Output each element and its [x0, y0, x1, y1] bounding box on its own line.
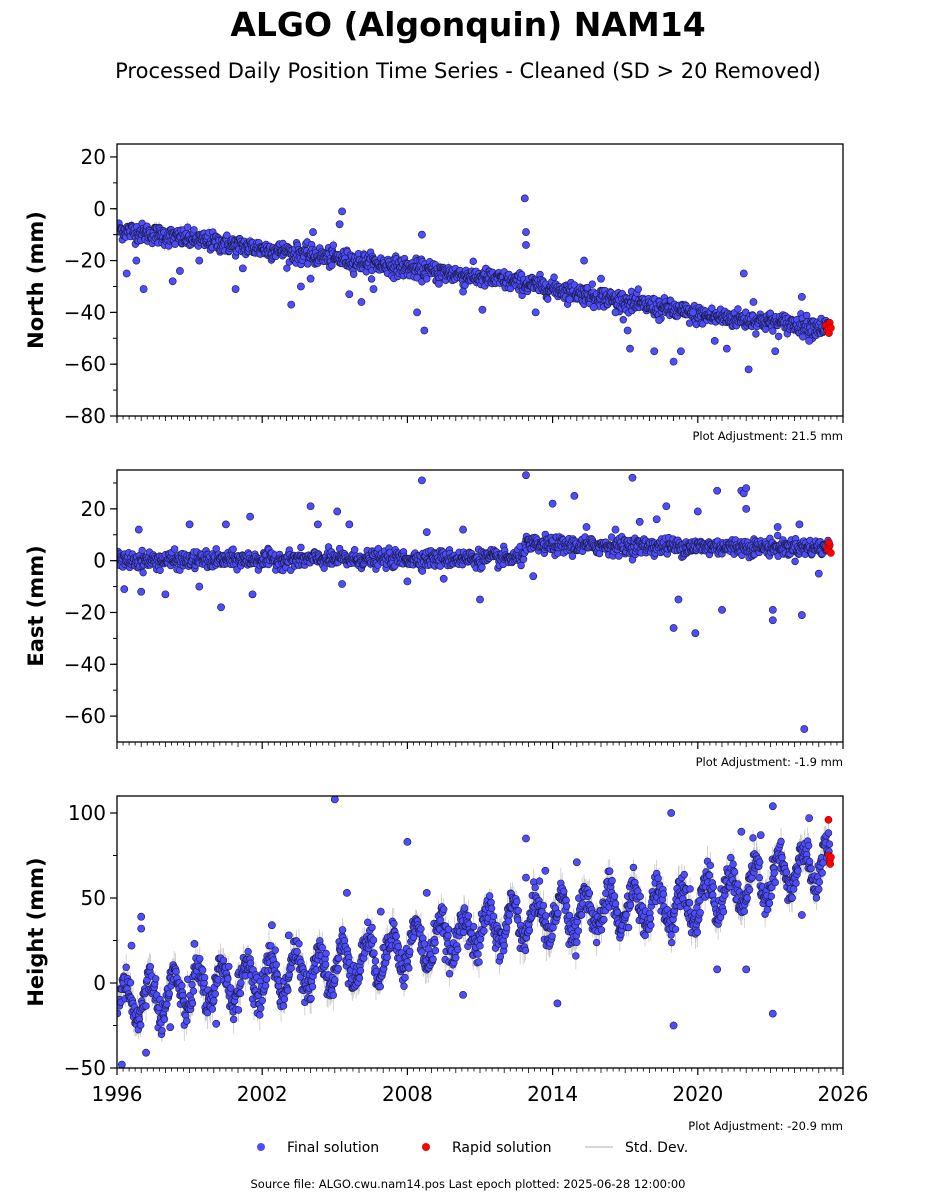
y-tick-label: 0 — [93, 197, 106, 221]
final-outlier-point — [176, 267, 184, 275]
final-outlier-point — [195, 256, 204, 265]
final-point — [588, 280, 596, 288]
final-outlier-point — [434, 279, 443, 288]
final-point — [469, 257, 477, 266]
final-outlier-point — [739, 269, 748, 278]
final-outlier-point — [478, 305, 487, 314]
final-outlier-point — [676, 347, 685, 356]
final-outlier-point — [565, 295, 574, 304]
final-outlier-point — [420, 326, 429, 335]
final-point — [550, 273, 558, 281]
final-outlier-point — [531, 308, 540, 317]
final-outlier-point — [650, 347, 659, 356]
final-point — [367, 275, 376, 283]
final-point — [329, 241, 338, 249]
final-outlier-point — [418, 230, 426, 239]
y-axis-label: North (mm) — [24, 211, 48, 349]
final-point — [619, 316, 627, 324]
final-point — [544, 295, 552, 303]
final-outlier-point — [710, 336, 719, 345]
y-tick-label: −80 — [64, 404, 106, 428]
final-point — [138, 546, 146, 555]
final-outlier-point — [744, 365, 753, 374]
final-outlier-point — [522, 228, 530, 236]
final-point — [423, 275, 431, 283]
final-point — [752, 330, 760, 338]
final-point — [734, 305, 742, 313]
final-outlier-point — [623, 326, 632, 335]
final-outlier-point — [139, 285, 148, 293]
final-outlier-point — [626, 344, 634, 353]
final-outlier-point — [122, 269, 131, 278]
final-point — [139, 568, 147, 577]
final-outlier-point — [611, 308, 620, 317]
y-tick-label: −20 — [64, 249, 106, 273]
final-outlier-point — [338, 207, 346, 216]
final-outlier-point — [297, 282, 305, 291]
final-outlier-point — [287, 300, 296, 309]
final-point — [349, 270, 358, 278]
final-outlier-point — [335, 220, 344, 229]
final-outlier-point — [309, 228, 317, 236]
final-outlier-point — [522, 241, 530, 249]
y-tick-label: −60 — [64, 352, 106, 376]
chart-subtitle: Processed Daily Position Time Series - C… — [115, 59, 821, 83]
final-outlier-point — [306, 274, 315, 283]
final-point — [283, 264, 291, 272]
final-outlier-point — [771, 347, 780, 356]
final-outlier-point — [722, 344, 731, 353]
final-outlier-point — [369, 285, 378, 293]
final-point — [223, 231, 231, 239]
final-outlier-point — [589, 303, 598, 312]
final-outlier-point — [132, 256, 141, 265]
final-outlier-point — [805, 336, 814, 345]
final-point — [190, 226, 198, 234]
final-outlier-point — [669, 357, 678, 366]
final-outlier-point — [655, 316, 663, 325]
plot-area — [117, 471, 835, 733]
final-point — [156, 566, 164, 575]
final-point — [229, 545, 237, 553]
panel-1: 20 0 −20 −40 −60 −80 North (mm) Plot Adjustment… — [24, 143, 844, 443]
final-point — [774, 332, 783, 341]
final-outlier-point — [689, 308, 697, 317]
final-point — [170, 545, 179, 553]
rapid-point — [827, 324, 835, 332]
final-point — [634, 285, 642, 293]
final-point — [183, 223, 192, 231]
final-outlier-point — [238, 264, 247, 273]
y-tick-label: 20 — [81, 145, 106, 169]
final-outlier-point — [413, 308, 421, 317]
plot-adjustment-label: Plot Adjustment: 21.5 mm — [692, 429, 843, 443]
panels: 20 0 −20 −40 −60 −80 North (mm) Plot Adjustment… — [24, 143, 868, 1133]
final-outlier-point — [459, 287, 467, 296]
chart-title: ALGO (Algonquin) NAM14 — [230, 5, 705, 44]
final-outlier-point — [231, 285, 240, 293]
final-outlier-point — [520, 194, 529, 203]
final-point — [303, 260, 312, 268]
final-outlier-point — [749, 298, 758, 306]
y-tick-label: −40 — [64, 300, 106, 324]
final-point — [802, 311, 811, 320]
final-point — [769, 327, 777, 335]
final-outlier-point — [168, 277, 177, 286]
plot-area — [117, 194, 835, 374]
final-outlier-point — [345, 290, 354, 299]
final-outlier-point — [797, 292, 806, 301]
final-outlier-point — [357, 298, 366, 306]
final-outlier-point — [597, 274, 605, 283]
final-outlier-point — [580, 256, 588, 265]
